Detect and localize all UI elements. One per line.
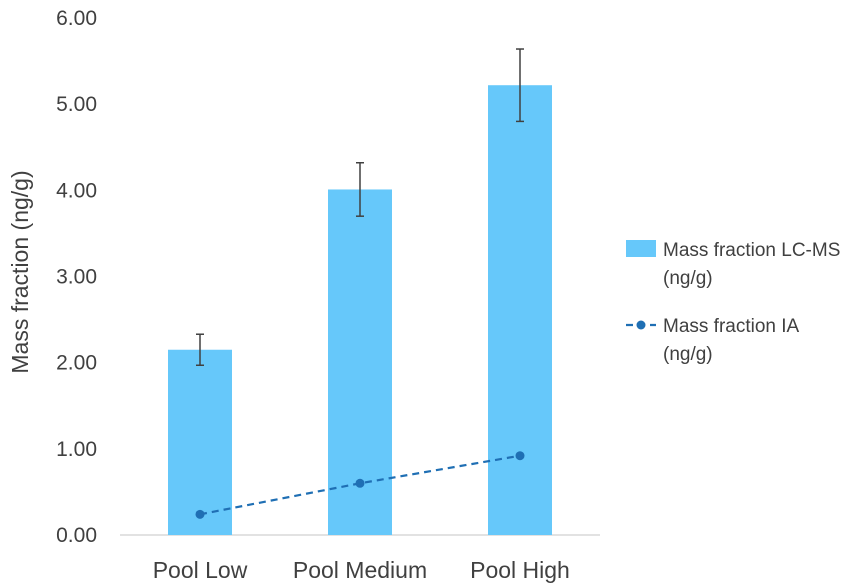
y-tick-label: 2.00: [56, 352, 97, 375]
x-category-label: Pool Low: [153, 557, 248, 583]
y-tick-label: 3.00: [56, 266, 97, 289]
legend-swatch-bar: [626, 240, 656, 257]
legend-label: (ng/g): [663, 268, 713, 289]
ia-series: [195, 451, 525, 519]
x-axis-categories: Pool Low Pool Medium Pool High: [153, 557, 570, 583]
y-tick-label: 0.00: [56, 524, 97, 547]
ia-point: [195, 509, 205, 519]
y-tick-label: 6.00: [56, 7, 97, 30]
legend-entry-lc-ms: Mass fraction LC-MS (ng/g): [626, 240, 840, 289]
y-axis-title: Mass fraction (ng/g): [7, 170, 33, 373]
error-bars: [196, 48, 524, 367]
ia-point: [515, 451, 525, 461]
legend-label: Mass fraction IA: [663, 316, 800, 337]
legend: Mass fraction LC-MS(ng/g)Mass fraction I…: [626, 240, 840, 365]
legend-label: (ng/g): [663, 344, 713, 365]
x-category-label: Pool High: [470, 557, 570, 583]
legend-swatch-marker: [636, 320, 646, 330]
ia-point: [355, 478, 365, 488]
x-category-label: Pool Medium: [293, 557, 427, 583]
bars: [168, 85, 552, 536]
error-bar: [516, 48, 524, 123]
legend-label: Mass fraction LC-MS: [663, 240, 840, 261]
y-tick-label: 4.00: [56, 179, 97, 202]
bar-pool-medium: [328, 189, 392, 535]
y-axis-ticks: 0.00 1.00 2.00 3.00 4.00 5.00 6.00: [56, 7, 97, 547]
error-bar: [196, 333, 204, 367]
y-tick-label: 1.00: [56, 438, 97, 461]
legend-entry-ia: Mass fraction IA (ng/g): [626, 316, 800, 365]
bar-pool-low: [168, 349, 232, 535]
error-bar: [356, 162, 364, 217]
y-tick-label: 5.00: [56, 93, 97, 116]
bar-pool-high: [488, 85, 552, 536]
